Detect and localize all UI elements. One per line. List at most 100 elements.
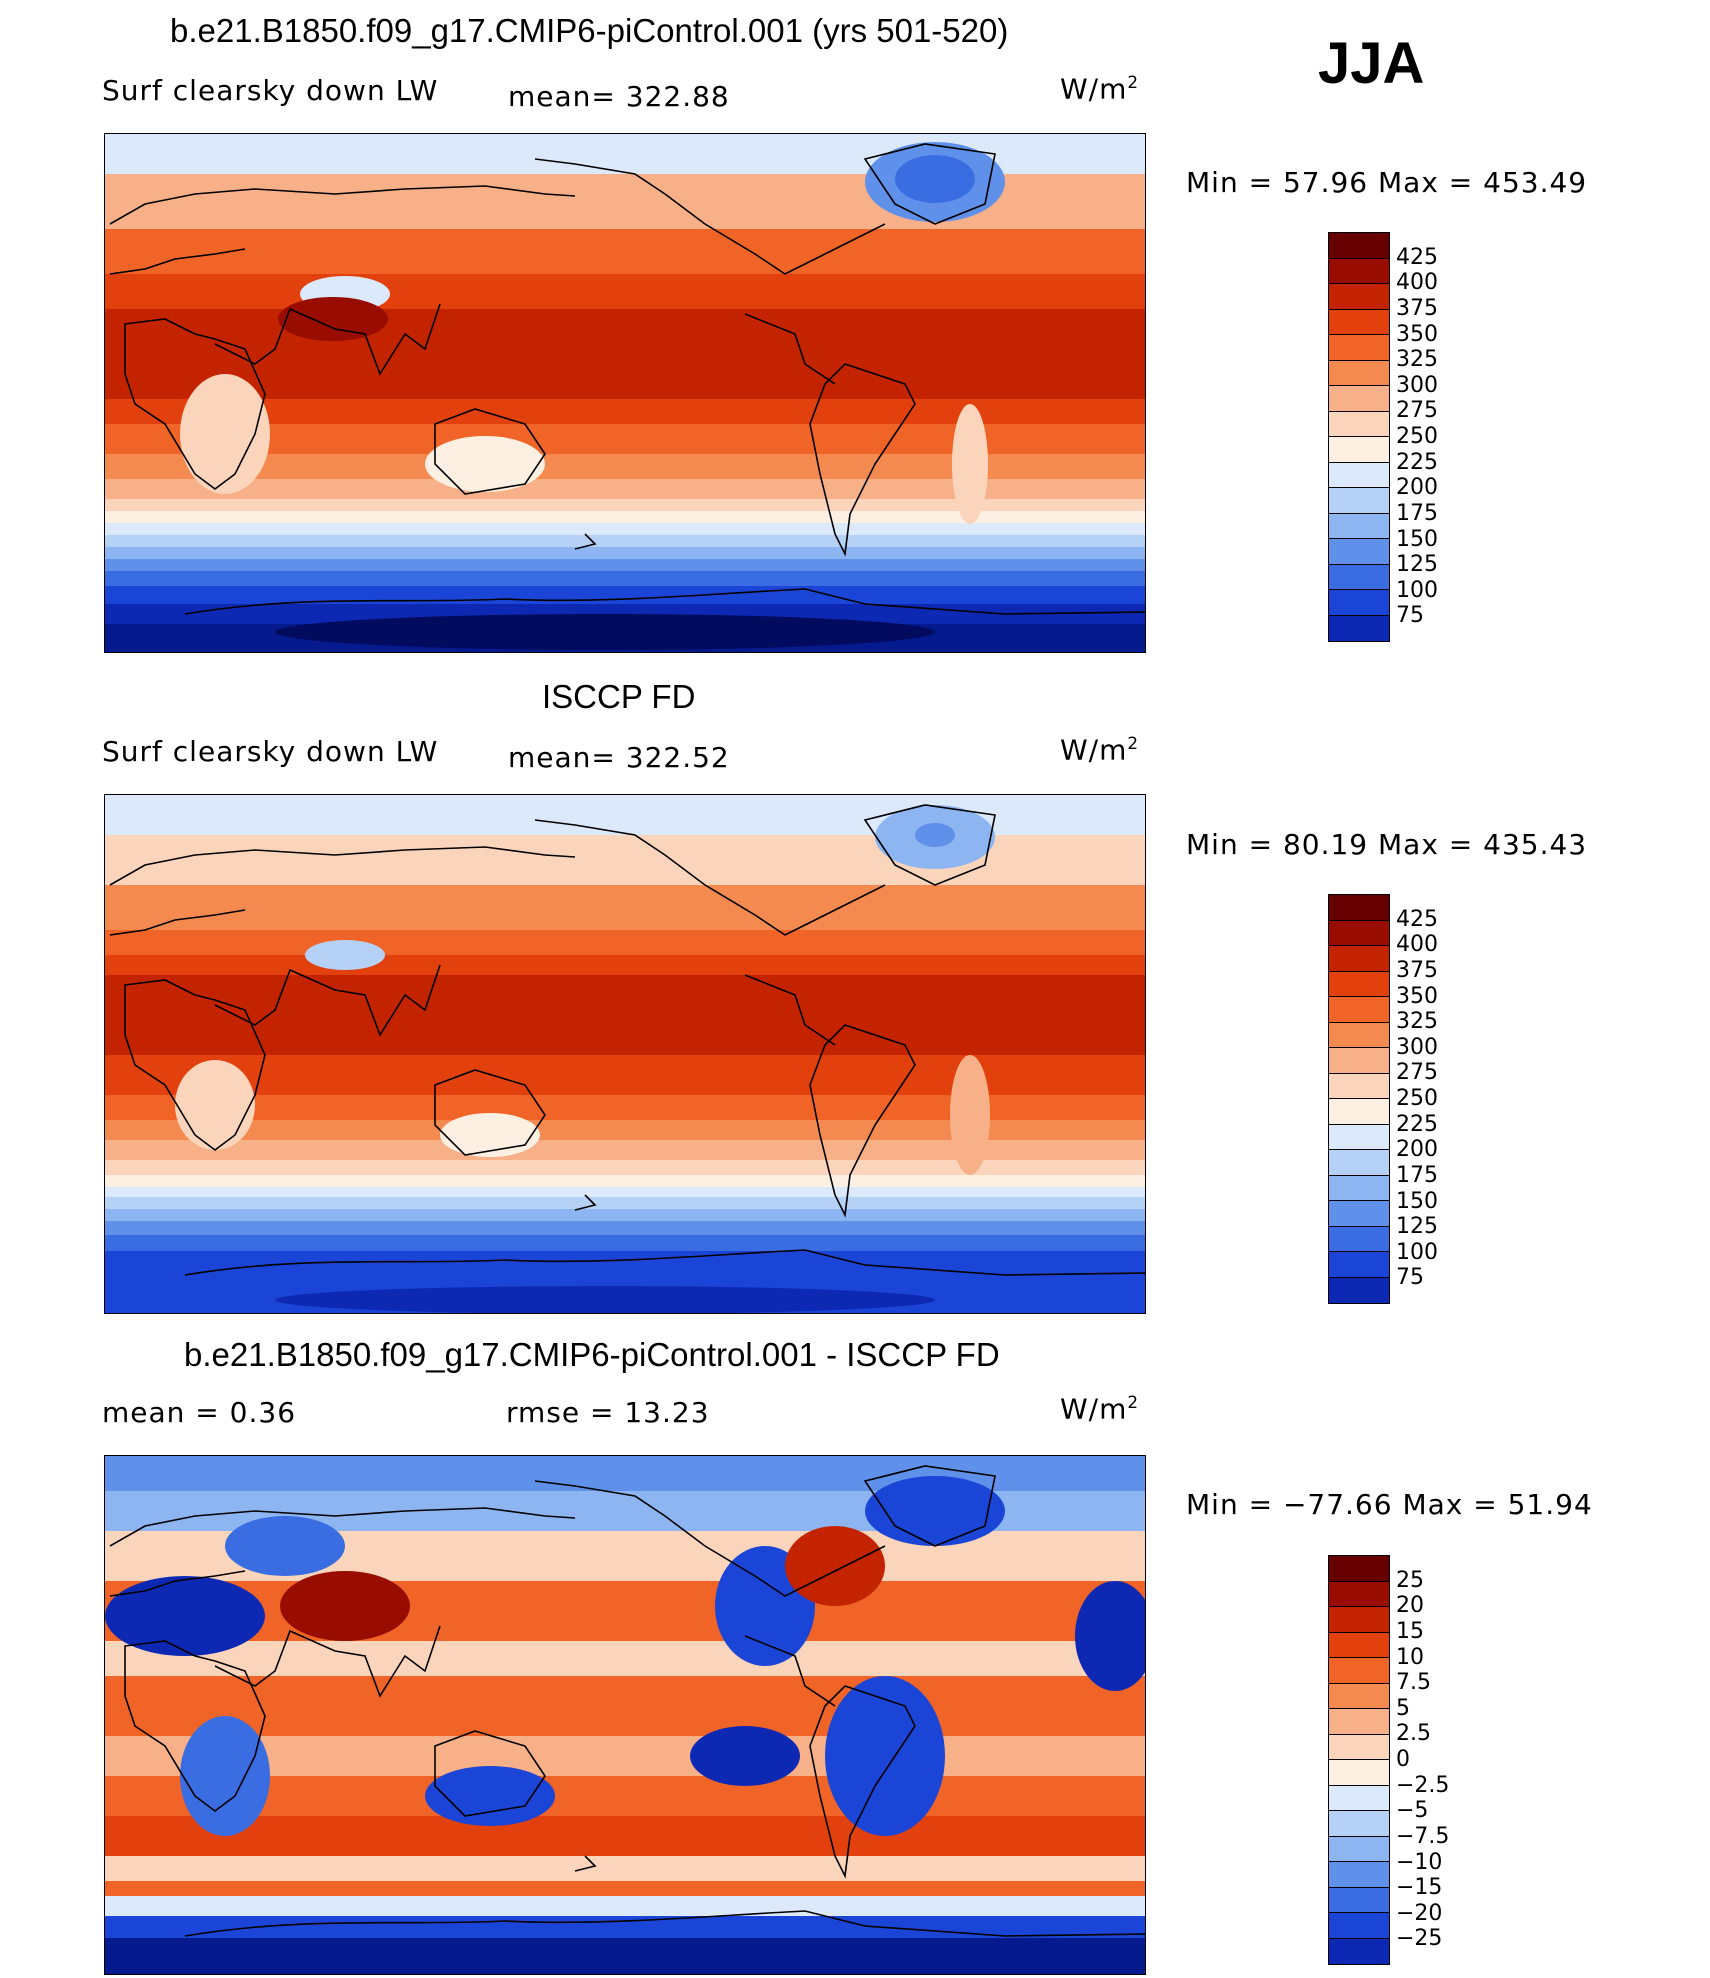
colorbar-segment <box>1329 1277 1389 1303</box>
colorbar-segment <box>1329 1862 1389 1888</box>
colorbar-tick-label: 400 <box>1396 932 1438 958</box>
panel2-mean-label: mean= 322.52 <box>508 741 730 774</box>
colorbar-tick-label: 0 <box>1396 1747 1410 1772</box>
colorbar-segment <box>1329 1632 1389 1658</box>
panel3-mean-label: mean = 0.36 <box>102 1396 297 1429</box>
panel2-title: ISCCP FD <box>542 678 696 715</box>
panel2-units: W/m2 <box>1060 733 1140 767</box>
colorbar-segment <box>1329 1022 1389 1048</box>
panel1-colorbar <box>1328 232 1390 642</box>
colorbar-segment <box>1329 1938 1389 1964</box>
panel3-minmax: Min = −77.66 Max = 51.94 <box>1186 1488 1593 1521</box>
colorbar-tick-label: 20 <box>1396 1593 1424 1619</box>
panel1-minmax: Min = 57.96 Max = 453.49 <box>1186 166 1588 199</box>
colorbar-tick-label: 15 <box>1396 1618 1424 1644</box>
colorbar-tick-label: 300 <box>1396 372 1438 398</box>
colorbar-segment <box>1329 309 1389 335</box>
colorbar-segment <box>1329 360 1389 386</box>
colorbar-tick-label: −20 <box>1396 1900 1443 1926</box>
colorbar-segment <box>1329 1836 1389 1862</box>
colorbar-tick-label: 250 <box>1396 424 1438 449</box>
colorbar-tick-label: 350 <box>1396 983 1438 1009</box>
colorbar-segment <box>1329 335 1389 361</box>
colorbar-tick-label: 75 <box>1396 603 1424 629</box>
colorbar-tick-label: 125 <box>1396 1214 1438 1240</box>
colorbar-tick-label: 325 <box>1396 1009 1438 1035</box>
colorbar-segment <box>1329 1252 1389 1278</box>
colorbar-segment <box>1329 1556 1389 1582</box>
panel1-map-field <box>105 134 1145 652</box>
colorbar-tick-label: 100 <box>1396 577 1438 603</box>
colorbar-tick-label: 150 <box>1396 526 1438 552</box>
colorbar-segment <box>1329 1760 1389 1786</box>
colorbar-tick-label: 425 <box>1396 906 1438 932</box>
colorbar-segment <box>1329 1073 1389 1099</box>
colorbar-tick-label: 275 <box>1396 398 1438 424</box>
colorbar-segment <box>1329 1175 1389 1201</box>
colorbar-tick-label: 225 <box>1396 449 1438 475</box>
colorbar-tick-label: 425 <box>1396 244 1438 270</box>
colorbar-segment <box>1329 1811 1389 1837</box>
colorbar-tick-label: −2.5 <box>1396 1772 1450 1798</box>
colorbar-tick-label: 175 <box>1396 500 1438 526</box>
colorbar-segment <box>1329 615 1389 641</box>
colorbar-segment <box>1329 971 1389 997</box>
colorbar-tick-label: 7.5 <box>1396 1670 1431 1696</box>
colorbar-segment <box>1329 233 1389 259</box>
colorbar-segment <box>1329 258 1389 284</box>
panel2-colorbar <box>1328 894 1390 1304</box>
colorbar-tick-label: 75 <box>1396 1265 1424 1291</box>
panel1-mean-label: mean= 322.88 <box>508 80 730 113</box>
colorbar-tick-label: 200 <box>1396 1137 1438 1163</box>
colorbar-segment <box>1329 1785 1389 1811</box>
colorbar-tick-label: 375 <box>1396 957 1438 983</box>
colorbar-tick-label: 325 <box>1396 347 1438 373</box>
colorbar-tick-label: −25 <box>1396 1926 1443 1952</box>
colorbar-segment <box>1329 1683 1389 1709</box>
season-label: JJA <box>1318 31 1425 96</box>
colorbar-tick-label: 225 <box>1396 1111 1438 1137</box>
colorbar-tick-label: 300 <box>1396 1034 1438 1060</box>
colorbar-segment <box>1329 590 1389 616</box>
colorbar-segment <box>1329 1887 1389 1913</box>
colorbar-segment <box>1329 920 1389 946</box>
panel2-minmax: Min = 80.19 Max = 435.43 <box>1186 828 1588 861</box>
panel3-map-field <box>105 1456 1145 1974</box>
panel2-map-field <box>105 795 1145 1313</box>
colorbar-tick-label: 175 <box>1396 1162 1438 1188</box>
panel3-map <box>104 1455 1146 1975</box>
colorbar-tick-label: 200 <box>1396 475 1438 501</box>
colorbar-segment <box>1329 564 1389 590</box>
colorbar-segment <box>1329 386 1389 412</box>
colorbar-segment <box>1329 946 1389 972</box>
colorbar-tick-label: −10 <box>1396 1849 1443 1875</box>
colorbar-tick-label: 400 <box>1396 270 1438 296</box>
colorbar-segment <box>1329 1709 1389 1735</box>
colorbar-tick-label: −7.5 <box>1396 1823 1450 1849</box>
colorbar-segment <box>1329 1581 1389 1607</box>
colorbar-segment <box>1329 895 1389 921</box>
colorbar-segment <box>1329 1124 1389 1150</box>
colorbar-tick-label: −5 <box>1396 1798 1429 1824</box>
panel3-units: W/m2 <box>1060 1392 1140 1426</box>
colorbar-segment <box>1329 1226 1389 1252</box>
colorbar-tick-label: 350 <box>1396 321 1438 347</box>
colorbar-segment <box>1329 411 1389 437</box>
colorbar-tick-label: 250 <box>1396 1086 1438 1111</box>
colorbar-tick-label: 150 <box>1396 1188 1438 1214</box>
colorbar-tick-label: 125 <box>1396 552 1438 578</box>
colorbar-segment <box>1329 488 1389 514</box>
colorbar-tick-label: 100 <box>1396 1239 1438 1265</box>
panel1-title: b.e21.B1850.f09_g17.CMIP6-piControl.001 … <box>170 12 1009 49</box>
panel2-map <box>104 794 1146 1314</box>
colorbar-segment <box>1329 1734 1389 1760</box>
colorbar-segment <box>1329 437 1389 463</box>
colorbar-tick-label: 2.5 <box>1396 1721 1431 1747</box>
panel1-units: W/m2 <box>1060 72 1140 106</box>
colorbar-tick-label: 5 <box>1396 1695 1410 1721</box>
colorbar-tick-label: 375 <box>1396 295 1438 321</box>
colorbar-segment <box>1329 513 1389 539</box>
colorbar-tick-label: 10 <box>1396 1644 1424 1670</box>
colorbar-segment <box>1329 1048 1389 1074</box>
colorbar-tick-label: 275 <box>1396 1060 1438 1086</box>
